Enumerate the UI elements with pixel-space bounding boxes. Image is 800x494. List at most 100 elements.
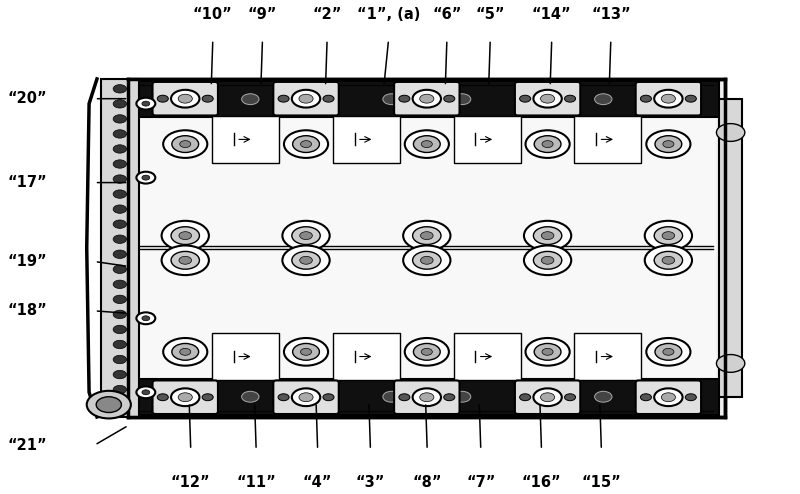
FancyBboxPatch shape [636, 82, 701, 116]
Bar [333, 333, 400, 380]
Text: “17”: “17” [8, 175, 47, 190]
Circle shape [292, 251, 320, 269]
Text: “13”: “13” [591, 7, 630, 22]
Text: “9”: “9” [248, 7, 277, 22]
Circle shape [113, 401, 126, 409]
Circle shape [420, 393, 434, 402]
Circle shape [666, 391, 682, 402]
Circle shape [242, 391, 259, 402]
Circle shape [403, 221, 450, 250]
Circle shape [171, 251, 199, 269]
Circle shape [645, 221, 692, 250]
Circle shape [526, 130, 570, 158]
Text: “21”: “21” [8, 438, 47, 453]
Circle shape [646, 130, 690, 158]
Circle shape [278, 394, 289, 401]
Circle shape [178, 393, 192, 402]
Circle shape [594, 391, 612, 402]
Circle shape [300, 232, 312, 240]
Circle shape [654, 251, 682, 269]
Circle shape [640, 95, 651, 102]
Circle shape [113, 160, 126, 168]
Circle shape [113, 385, 126, 394]
Circle shape [421, 256, 433, 264]
Bar [212, 333, 279, 380]
Circle shape [534, 136, 561, 153]
Circle shape [113, 265, 126, 274]
Circle shape [113, 190, 126, 198]
Circle shape [444, 95, 454, 102]
Circle shape [171, 90, 199, 108]
Circle shape [284, 130, 328, 158]
Circle shape [179, 256, 191, 264]
Circle shape [323, 394, 334, 401]
Circle shape [532, 89, 563, 109]
Circle shape [524, 221, 571, 250]
Circle shape [142, 390, 150, 395]
Circle shape [282, 221, 330, 250]
Circle shape [663, 141, 674, 148]
Text: “4”: “4” [303, 475, 332, 490]
FancyBboxPatch shape [394, 380, 459, 414]
Text: “15”: “15” [582, 475, 622, 490]
Circle shape [284, 338, 328, 366]
Circle shape [142, 175, 150, 180]
FancyBboxPatch shape [515, 380, 580, 414]
Circle shape [399, 394, 410, 401]
FancyBboxPatch shape [515, 82, 580, 116]
Circle shape [113, 280, 126, 288]
Circle shape [662, 393, 675, 402]
Circle shape [300, 256, 312, 264]
Circle shape [312, 94, 330, 105]
Circle shape [420, 94, 434, 103]
Circle shape [293, 343, 319, 360]
Circle shape [422, 348, 432, 355]
Circle shape [301, 348, 311, 355]
Circle shape [653, 89, 684, 109]
Circle shape [717, 355, 745, 372]
Circle shape [646, 338, 690, 366]
Circle shape [113, 84, 126, 93]
Circle shape [290, 89, 322, 109]
Bar [135, 379, 719, 414]
Circle shape [534, 388, 562, 406]
Circle shape [403, 246, 450, 275]
Circle shape [383, 391, 400, 402]
Circle shape [180, 348, 190, 355]
Bar [129, 79, 725, 417]
Circle shape [136, 386, 155, 398]
Circle shape [662, 232, 674, 240]
Circle shape [411, 89, 442, 109]
Circle shape [414, 136, 440, 153]
Circle shape [113, 295, 126, 303]
Circle shape [113, 250, 126, 258]
Circle shape [654, 227, 682, 245]
Bar [212, 116, 279, 163]
Circle shape [526, 338, 570, 366]
Circle shape [136, 312, 155, 324]
Circle shape [399, 95, 410, 102]
Circle shape [524, 94, 542, 105]
Circle shape [666, 94, 682, 105]
Circle shape [158, 394, 168, 401]
Text: “14”: “14” [532, 7, 571, 22]
Circle shape [565, 95, 575, 102]
Circle shape [413, 251, 441, 269]
Text: “19”: “19” [8, 254, 47, 269]
Circle shape [534, 251, 562, 269]
Circle shape [202, 394, 214, 401]
FancyBboxPatch shape [153, 82, 218, 116]
Circle shape [158, 95, 168, 102]
Text: “11”: “11” [236, 475, 276, 490]
Text: “3”: “3” [356, 475, 385, 490]
Circle shape [520, 394, 530, 401]
Circle shape [454, 94, 470, 105]
Circle shape [202, 95, 214, 102]
Circle shape [278, 95, 289, 102]
Circle shape [717, 124, 745, 141]
Circle shape [163, 130, 207, 158]
Circle shape [292, 227, 320, 245]
Circle shape [413, 90, 441, 108]
Circle shape [663, 348, 674, 355]
Circle shape [86, 391, 131, 418]
